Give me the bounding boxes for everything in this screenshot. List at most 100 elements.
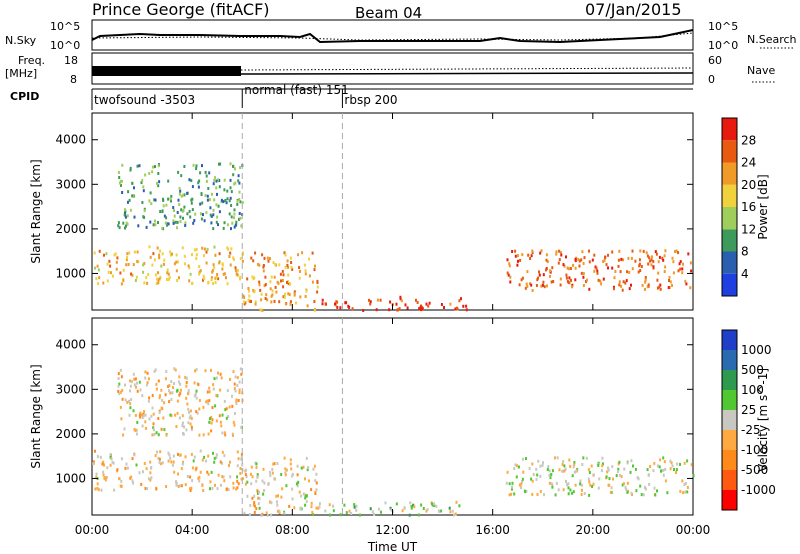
data-cell (221, 262, 224, 266)
data-cell (172, 221, 175, 225)
data-cell (353, 503, 356, 507)
data-cell (558, 468, 561, 472)
data-cell (150, 414, 153, 418)
data-cell (154, 454, 157, 457)
data-cell (240, 477, 243, 481)
data-cell (183, 425, 186, 429)
data-cell (104, 476, 107, 479)
data-cell (537, 459, 540, 463)
data-cell (348, 509, 351, 513)
data-cell (306, 468, 309, 472)
data-cell (207, 454, 210, 458)
data-cell (465, 308, 468, 312)
data-cell (417, 513, 420, 517)
data-cell (581, 488, 583, 492)
data-cell (169, 413, 172, 417)
x-axis-label: Time UT (367, 540, 418, 554)
data-cell (143, 410, 146, 414)
data-cell (229, 251, 232, 255)
data-cell (205, 459, 207, 463)
data-cell (269, 280, 272, 284)
data-cell (128, 251, 131, 255)
data-cell (531, 492, 534, 496)
data-cell (289, 256, 292, 260)
data-cell (258, 283, 261, 287)
data-cell (254, 251, 257, 255)
data-cell (334, 302, 336, 306)
data-cell (166, 271, 169, 275)
data-cell (151, 263, 154, 267)
data-cell (159, 450, 162, 454)
data-cell (274, 285, 277, 289)
data-cell (187, 389, 190, 393)
data-cell (149, 220, 152, 224)
data-cell (608, 483, 611, 487)
data-cell (187, 407, 190, 411)
data-cell (283, 251, 286, 255)
data-cell (150, 202, 153, 206)
data-cell (245, 468, 248, 472)
data-cell (207, 432, 210, 436)
data-cell (587, 468, 590, 472)
data-cell (270, 501, 273, 505)
data-cell (92, 462, 95, 466)
data-cell (653, 461, 656, 465)
data-cell (170, 460, 173, 464)
data-cell (165, 203, 168, 207)
data-cell (566, 266, 569, 270)
data-cell (567, 486, 570, 490)
data-cell (212, 383, 215, 387)
data-cell (163, 401, 166, 405)
data-cell (261, 308, 264, 312)
data-cell (155, 382, 158, 386)
data-cell (644, 276, 647, 279)
data-cell (95, 277, 98, 281)
data-cell (175, 389, 178, 393)
data-cell (575, 469, 578, 473)
data-cell (192, 163, 195, 167)
data-cell (315, 488, 318, 492)
data-cell (143, 281, 146, 285)
data-cell (572, 490, 575, 494)
data-cell (141, 179, 144, 182)
data-cell (557, 261, 560, 265)
data-cell (229, 162, 232, 166)
data-cell (549, 476, 552, 480)
data-cell (686, 490, 689, 494)
data-cell (125, 258, 128, 262)
data-cell (150, 476, 153, 480)
data-cell (263, 284, 266, 288)
colorbar-swatch (722, 162, 737, 185)
data-cell (456, 307, 459, 311)
data-cell (389, 506, 392, 510)
data-cell (289, 300, 292, 304)
data-cell (195, 410, 198, 414)
data-cell (448, 506, 451, 510)
data-cell (138, 380, 141, 384)
data-cell (188, 178, 191, 182)
data-cell (379, 298, 382, 302)
data-cell (94, 487, 97, 491)
data-cell (644, 278, 647, 282)
date-label: 07/Jan/2015 (585, 0, 682, 19)
data-cell (238, 391, 241, 395)
data-cell (174, 413, 177, 417)
data-cell (152, 223, 155, 227)
data-cell (129, 389, 131, 393)
data-cell (620, 475, 623, 479)
data-cell (519, 258, 522, 262)
data-cell (298, 490, 301, 494)
data-cell (618, 249, 621, 253)
data-cell (315, 472, 318, 476)
data-cell (242, 252, 244, 256)
data-cell (369, 302, 372, 306)
data-cell (236, 268, 239, 272)
data-cell (157, 281, 160, 285)
data-cell (313, 308, 316, 312)
data-cell (291, 497, 294, 501)
data-cell (155, 431, 158, 435)
data-cell (153, 258, 156, 262)
data-cell (177, 452, 179, 456)
data-cell (208, 420, 211, 424)
data-cell (435, 504, 438, 508)
